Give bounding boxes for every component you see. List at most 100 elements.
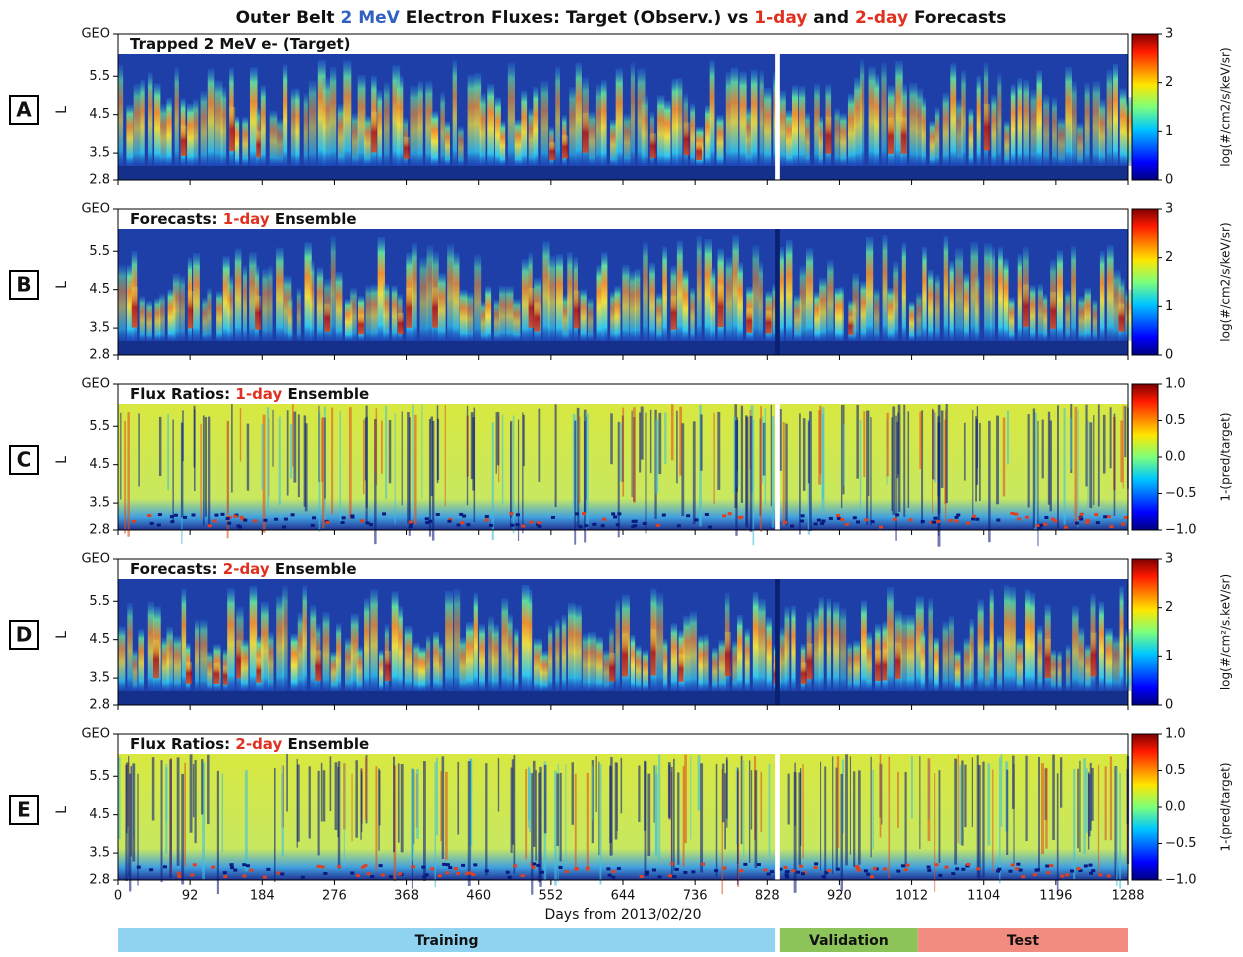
ratio-streak xyxy=(1041,763,1044,854)
heat-streak xyxy=(1030,285,1036,341)
heat-streak xyxy=(323,78,331,166)
heat-core xyxy=(529,288,535,328)
ratio-speckle xyxy=(137,866,141,869)
ratio-streak xyxy=(1105,766,1107,840)
heat-streak xyxy=(159,294,165,341)
ratio-streak xyxy=(972,410,973,515)
colorbar-tick-label: 0.0 xyxy=(1165,800,1186,815)
ratio-streak xyxy=(794,763,795,826)
panel-label: E xyxy=(17,798,31,822)
x-tick-label: 276 xyxy=(322,889,347,904)
heat-streak xyxy=(753,592,759,691)
ratio-speckle xyxy=(949,519,953,522)
ratio-streak xyxy=(1006,770,1008,855)
heat-streak xyxy=(970,619,974,691)
ratio-streak xyxy=(620,423,622,482)
panel-title-part: Flux Ratios: xyxy=(130,735,235,753)
heat-streak xyxy=(766,617,771,691)
ratio-speckle xyxy=(951,872,955,875)
heat-streak xyxy=(261,85,266,166)
ratio-streak xyxy=(803,418,806,491)
heat-streak xyxy=(227,276,233,341)
ratio-speckle xyxy=(558,866,562,869)
ratio-speckle xyxy=(312,516,316,519)
heat-streak xyxy=(508,614,513,691)
ratio-streak xyxy=(853,771,855,867)
heat-streak xyxy=(827,260,833,341)
y-tick-label: GEO xyxy=(81,377,110,392)
heat-core xyxy=(181,125,187,155)
ratio-streak xyxy=(684,755,687,843)
heat-streak xyxy=(1071,81,1077,166)
ratio-speckle xyxy=(158,513,162,516)
heat-streak xyxy=(840,113,846,166)
ratio-speckle xyxy=(485,519,489,522)
ratio-speckle xyxy=(821,520,825,523)
heat-streak xyxy=(1009,587,1015,691)
y-tick-label: 4.5 xyxy=(89,632,110,647)
ratio-streak xyxy=(1086,768,1088,832)
heat-streak xyxy=(513,299,520,341)
heat-streak xyxy=(928,270,933,341)
ratio-speckle xyxy=(456,872,460,875)
heat-streak xyxy=(499,286,506,341)
ratio-streak xyxy=(655,765,658,857)
heat-streak xyxy=(867,632,872,691)
ratio-speckle xyxy=(873,867,877,870)
ratio-speckle xyxy=(904,868,908,871)
ratio-streak xyxy=(919,756,920,849)
ratio-streak xyxy=(393,757,395,853)
heat-core xyxy=(766,311,772,333)
ratio-streak xyxy=(579,416,580,503)
heat-streak xyxy=(195,620,199,691)
heat-streak xyxy=(934,637,939,691)
heat-streak xyxy=(540,651,548,691)
x-tick-label: 0 xyxy=(114,889,122,904)
panel-label: D xyxy=(16,623,33,647)
ratio-streak xyxy=(645,413,646,534)
y-tick-label: 2.8 xyxy=(89,698,110,713)
ratio-speckle xyxy=(301,876,305,879)
ratio-streak xyxy=(132,763,135,861)
heat-streak xyxy=(370,589,377,691)
ratio-speckle xyxy=(379,864,383,867)
ratio-speckle xyxy=(1079,518,1083,521)
heat-streak xyxy=(304,93,308,166)
ratio-streak xyxy=(860,420,861,512)
ratio-streak xyxy=(1057,405,1059,528)
ratio-streak xyxy=(217,771,219,894)
heat-streak xyxy=(134,84,141,166)
heat-core xyxy=(875,651,881,681)
ratio-speckle xyxy=(190,874,194,877)
colorbar-label: log(#/cm2/s/keV/sr) xyxy=(1219,222,1233,341)
ratio-streak xyxy=(587,773,589,872)
ratio-streak xyxy=(735,420,738,492)
ratio-streak xyxy=(274,768,276,882)
heat-streak xyxy=(840,608,846,691)
heat-streak xyxy=(439,642,443,691)
heat-streak xyxy=(202,298,207,341)
ratio-speckle xyxy=(280,873,284,876)
heat-core xyxy=(315,651,321,681)
ratio-streak xyxy=(638,765,640,822)
ratio-speckle xyxy=(530,521,534,524)
ratio-streak xyxy=(1060,757,1062,807)
heat-streak xyxy=(291,634,298,691)
ratio-streak xyxy=(363,420,365,494)
ratio-speckle xyxy=(840,518,844,521)
heat-streak xyxy=(1085,645,1091,691)
colorbar-tick-label: −0.5 xyxy=(1165,486,1197,501)
ratio-streak xyxy=(650,410,651,473)
y-axis-label: L xyxy=(54,106,70,114)
colorbar-tick-label: −1.0 xyxy=(1165,523,1197,538)
ratio-streak xyxy=(1103,415,1106,474)
heat-streak xyxy=(737,262,743,341)
ratio-streak xyxy=(788,774,790,825)
ratio-speckle xyxy=(337,865,341,868)
ratio-streak xyxy=(928,758,931,841)
ratio-streak xyxy=(200,424,201,519)
heat-streak xyxy=(514,629,518,691)
ratio-streak xyxy=(293,412,296,483)
ratio-streak xyxy=(911,756,913,818)
ratio-streak xyxy=(587,413,589,528)
